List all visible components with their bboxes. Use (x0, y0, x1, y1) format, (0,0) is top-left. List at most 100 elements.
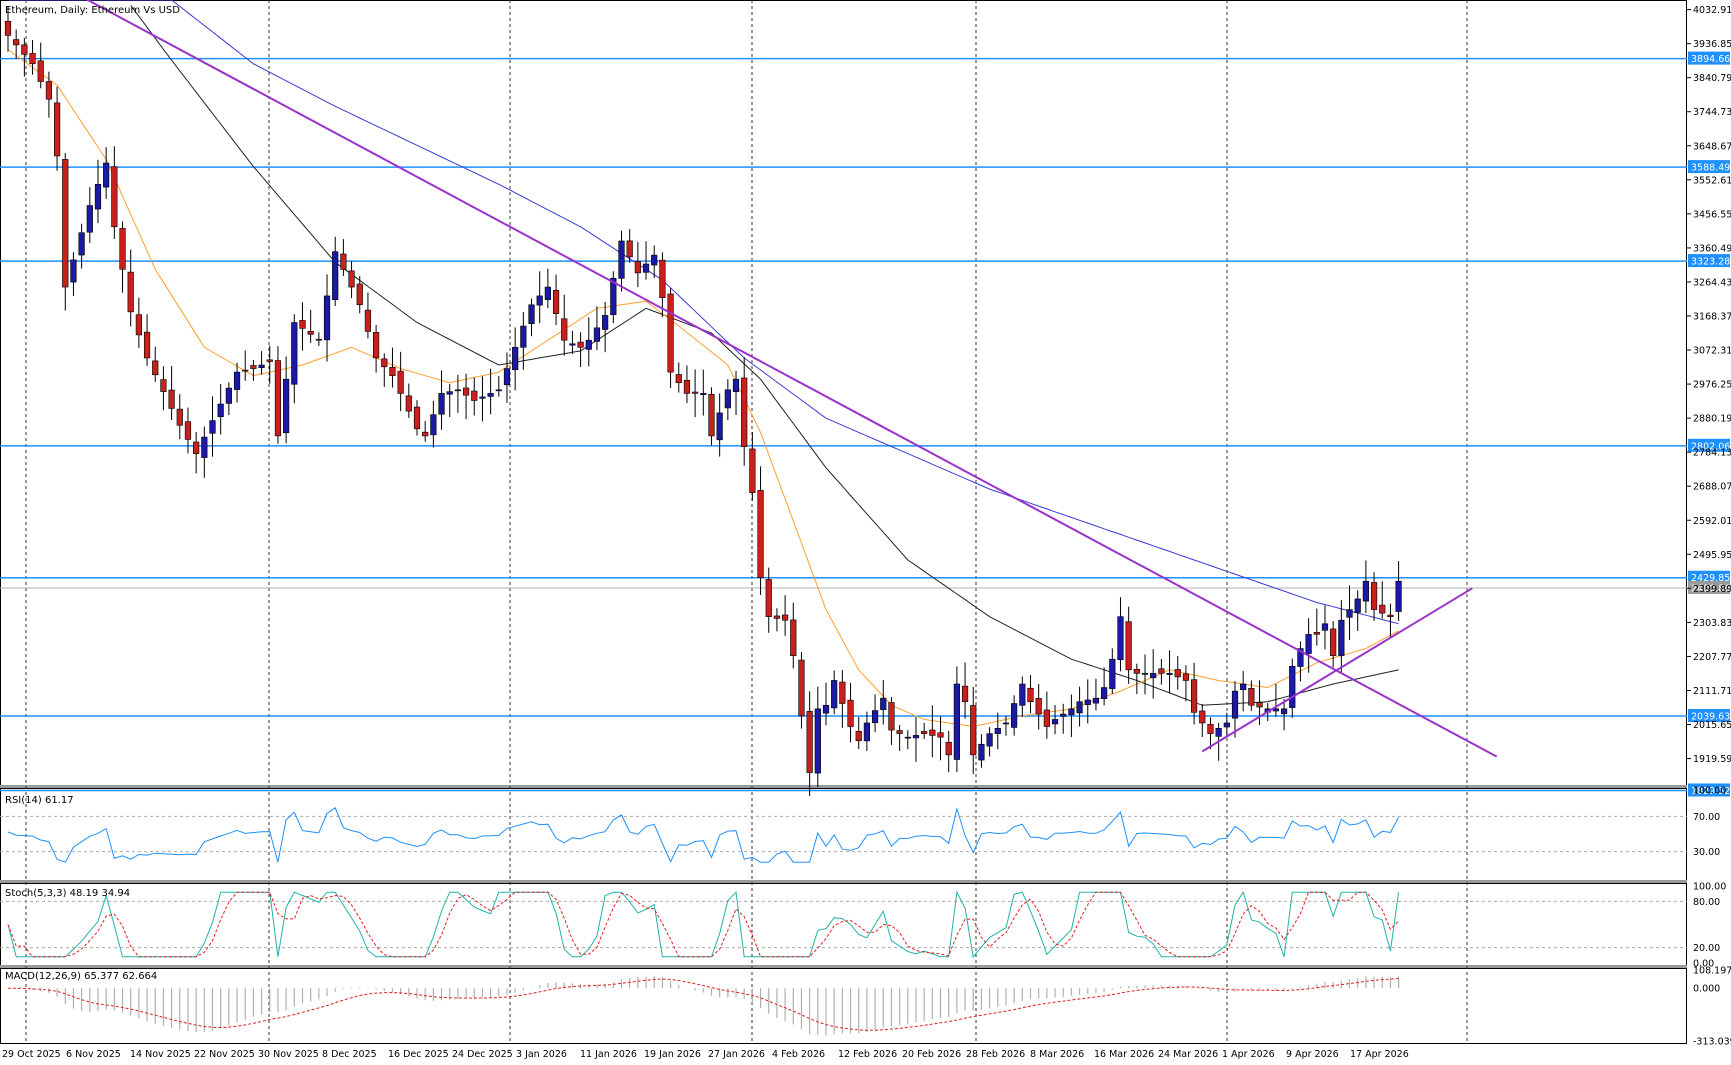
candle-body (78, 232, 85, 256)
level-tag-label: 3588.49 (1691, 163, 1730, 174)
candle-body (749, 448, 756, 493)
price-tick-label: 3168.37 (1693, 311, 1731, 322)
rsi-line (7, 806, 1400, 863)
candle-body (593, 327, 601, 342)
candle-body (1215, 727, 1222, 737)
candle-body (610, 277, 617, 315)
candle-body (814, 708, 821, 774)
candle-body (274, 360, 282, 437)
candle-body (577, 341, 584, 348)
candle-body (912, 735, 920, 739)
candle-body (160, 379, 167, 392)
candle-body (552, 289, 560, 314)
date-tick-label: 24 Mar 2026 (1158, 1049, 1218, 1060)
candle-body (888, 702, 895, 731)
stoch-signal-line (7, 891, 1399, 958)
chart-title: Ethereum, Daily: Ethereum Vs USD (5, 5, 180, 16)
candle-body (871, 710, 879, 724)
candle-body (1035, 698, 1042, 715)
date-tick-label: 16 Dec 2025 (388, 1049, 449, 1060)
candle-body (1125, 621, 1132, 671)
candle-body (94, 183, 102, 210)
macd-tick-label: 0.000 (1693, 984, 1720, 995)
candle-body (1354, 598, 1361, 613)
level-tag (1688, 783, 1730, 797)
candle-body (217, 403, 224, 418)
price-tick-label: 3552.61 (1693, 175, 1731, 186)
candle-body (1387, 614, 1394, 617)
stoch-tick-label: 80.00 (1693, 897, 1720, 908)
candle-body (1321, 623, 1329, 631)
candle-body (741, 377, 748, 447)
candle-body (683, 379, 691, 394)
current-price-tag (1688, 581, 1730, 595)
candle-body (708, 394, 715, 437)
date-tick-label: 8 Mar 2026 (1030, 1049, 1084, 1060)
price-tick-label: 2592.01 (1693, 516, 1731, 527)
candle-body (413, 406, 421, 430)
pane-separator (0, 785, 1687, 788)
candle-body (70, 259, 77, 283)
candle-body (381, 358, 388, 368)
candle-body (307, 330, 314, 335)
rsi-tick-label: 70.00 (1693, 812, 1720, 823)
date-tick-label: 1 Apr 2026 (1222, 1049, 1275, 1060)
price-tick-label: 2015.65 (1693, 720, 1731, 731)
candle-body (1248, 688, 1255, 706)
ma-fast-line (7, 49, 1399, 728)
candle-body (1305, 634, 1312, 654)
candle-body (945, 741, 952, 756)
date-tick-label: 17 Apr 2026 (1350, 1049, 1409, 1060)
price-tick-label: 3264.43 (1693, 277, 1731, 288)
level-tag (1688, 254, 1730, 268)
candle-body (356, 283, 363, 306)
price-tick-label: 2784.13 (1693, 448, 1731, 459)
candle-body (291, 322, 298, 385)
candle-body (855, 730, 862, 741)
candle-body (1297, 648, 1304, 667)
candle-body (970, 705, 977, 756)
candle-body (765, 579, 772, 617)
candle-body (544, 286, 551, 300)
level-tag-label: 3894.66 (1691, 54, 1730, 65)
candle-body (454, 389, 462, 392)
candle-body (233, 371, 241, 390)
candle-body (209, 420, 216, 434)
candle-body (528, 304, 535, 324)
candle-body (1240, 683, 1247, 690)
candle-body (1043, 709, 1050, 727)
candle-body (397, 370, 404, 394)
candle-body (143, 331, 151, 359)
candle-body (1002, 722, 1010, 725)
candle-body (1289, 665, 1296, 708)
candle-body (176, 408, 183, 426)
candle-body (896, 730, 903, 734)
candle-body (45, 81, 52, 100)
candle-body (86, 205, 93, 233)
level-tag (1688, 51, 1730, 65)
candle-body (798, 659, 805, 717)
date-axis: 29 Oct 2025 6 Nov 2025 14 Nov 2025 22 Nov 2… (2, 1049, 1409, 1060)
candle-body (242, 369, 249, 372)
level-tag (1688, 709, 1730, 723)
candle-body (299, 320, 306, 329)
candle-body (1346, 609, 1353, 618)
candle-body (53, 102, 61, 157)
stoch-tick-label: 100.00 (1693, 882, 1726, 893)
date-tick-label: 24 Dec 2025 (452, 1049, 513, 1060)
price-tick-label: 2303.83 (1693, 618, 1731, 629)
stoch-tick-label: 20.00 (1693, 943, 1720, 954)
candle-body (520, 325, 527, 348)
macd-tick-label: -313.039 (1693, 1037, 1731, 1048)
date-tick-label: 27 Jan 2026 (708, 1049, 765, 1060)
candle-body (4, 20, 12, 36)
price-tick-label: 4032.91 (1693, 5, 1731, 16)
candle-body (667, 293, 674, 373)
main-pane (0, 0, 1687, 786)
candle-body (937, 732, 944, 738)
candle-body (201, 436, 208, 458)
candle-body (430, 414, 437, 436)
date-tick-label: 16 Mar 2026 (1094, 1049, 1154, 1060)
